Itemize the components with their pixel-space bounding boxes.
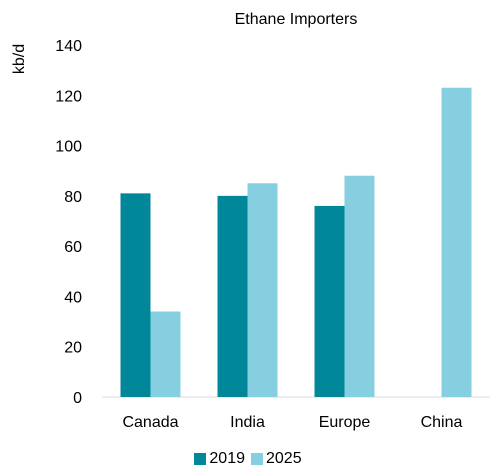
y-tick-label-20: 20 [64, 340, 82, 357]
x-tick-label-india: India [230, 414, 265, 431]
chart: Ethane Importers kb/d 0 20 40 60 80 100 120 140 Ca… [11, 11, 490, 431]
y-axis-label: kb/d [11, 44, 28, 74]
bar-europe-2025 [344, 175, 375, 397]
x-tick-label-europe: Europe [319, 414, 371, 431]
y-tick-label-0: 0 [73, 390, 82, 407]
legend-swatch-2025 [251, 453, 263, 465]
y-tick-label-140: 140 [55, 38, 82, 55]
legend-item-2019: 2019 [194, 450, 245, 468]
bar-china-2025 [441, 87, 472, 397]
legend-item-2025: 2025 [251, 450, 302, 468]
y-tick-label-100: 100 [55, 139, 82, 156]
bar-europe-2019 [314, 205, 345, 397]
legend: 2019 2025 [0, 450, 496, 468]
y-tick-label-120: 120 [55, 88, 82, 105]
y-tick-label-80: 80 [64, 189, 82, 206]
bar-india-2025 [247, 183, 278, 397]
bar-india-2019 [217, 195, 248, 397]
legend-label-2025: 2025 [266, 450, 302, 467]
bar-canada-2025 [150, 311, 181, 397]
y-tick-label-40: 40 [64, 289, 82, 306]
y-tick-label-60: 60 [64, 239, 82, 256]
legend-swatch-2019 [194, 453, 207, 465]
legend-label-2019: 2019 [209, 450, 245, 467]
bar-canada-2019 [120, 193, 151, 397]
x-tick-label-canada: Canada [122, 414, 178, 431]
x-tick-label-china: China [421, 414, 463, 431]
chart-title: Ethane Importers [235, 11, 358, 28]
